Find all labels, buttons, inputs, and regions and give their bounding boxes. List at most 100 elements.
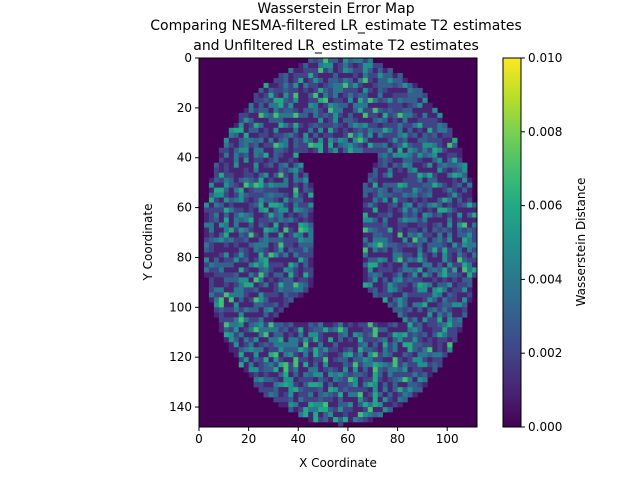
heatmap-cell [273, 297, 279, 303]
heatmap-cell [318, 58, 324, 64]
heatmap-cell [328, 117, 334, 124]
heatmap-cell [377, 82, 383, 89]
heatmap-cell [208, 282, 215, 288]
heatmap-cell [273, 337, 279, 343]
heatmap-cell [233, 347, 240, 353]
heatmap-cell [417, 142, 423, 149]
heatmap-cell [387, 387, 393, 393]
heatmap-cell [372, 362, 379, 368]
heatmap-cell [457, 217, 463, 223]
heatmap-cell [308, 132, 314, 139]
heatmap-cell [367, 212, 374, 218]
heatmap-cell [298, 367, 304, 373]
heatmap-cell [248, 317, 254, 323]
heatmap-cell [467, 257, 473, 263]
heatmap-cell [357, 392, 364, 398]
heatmap-cell [283, 147, 289, 154]
heatmap-cell [223, 317, 230, 323]
heatmap-cell [432, 267, 438, 273]
heatmap-cell [248, 242, 254, 248]
heatmap-cell [372, 412, 379, 418]
heatmap-cell [243, 197, 249, 203]
heatmap-cell [313, 112, 319, 119]
heatmap-cell [263, 157, 269, 164]
heatmap-cell [422, 382, 428, 388]
heatmap-cell [402, 117, 408, 124]
heatmap-cell [238, 187, 244, 193]
heatmap-cell [347, 117, 354, 124]
heatmap-cell [457, 302, 463, 308]
heatmap-cell [362, 252, 369, 258]
heatmap-cell [367, 272, 374, 278]
heatmap-cell [263, 227, 269, 233]
heatmap-cell [447, 327, 453, 333]
heatmap-cell [402, 297, 408, 303]
heatmap-cell [387, 222, 393, 228]
heatmap-cell [437, 327, 443, 333]
heatmap-cell [273, 377, 279, 383]
heatmap-cell [263, 262, 269, 268]
heatmap-cell [382, 342, 388, 348]
heatmap-cell [422, 252, 428, 258]
heatmap-cell [432, 302, 438, 308]
heatmap-cell [213, 242, 220, 248]
heatmap-cell [377, 197, 383, 203]
heatmap-cell [338, 397, 344, 403]
heatmap-cell [268, 367, 274, 373]
heatmap-cell [273, 122, 279, 129]
heatmap-cell [387, 332, 393, 338]
heatmap-cell [263, 367, 269, 373]
heatmap-cell [342, 58, 349, 64]
heatmap-cell [248, 132, 254, 139]
heatmap-cell [402, 142, 408, 149]
heatmap-cell [412, 237, 418, 243]
heatmap-cell [278, 72, 284, 79]
heatmap-cell [298, 207, 304, 213]
heatmap-cell [397, 297, 403, 303]
heatmap-cell [382, 337, 388, 343]
heatmap-cell [417, 322, 423, 328]
heatmap-cell [417, 177, 423, 183]
heatmap-cell [328, 132, 334, 139]
heatmap-cell [407, 102, 413, 109]
heatmap-cell [382, 282, 388, 288]
title-line-2: Comparing NESMA-filtered LR_estimate T2 … [150, 18, 522, 34]
heatmap-cell [303, 362, 309, 368]
heatmap-cell [243, 187, 249, 193]
heatmap-cell [432, 322, 438, 328]
heatmap-cell [402, 232, 408, 238]
heatmap-cell [218, 322, 225, 328]
heatmap-cell [268, 357, 274, 363]
heatmap-cell [298, 322, 304, 328]
heatmap-cell [338, 417, 344, 423]
heatmap-cell [447, 317, 453, 323]
heatmap-cell [402, 122, 408, 129]
heatmap-cell [273, 172, 279, 178]
heatmap-cell [258, 377, 264, 383]
heatmap-cell [303, 372, 309, 378]
heatmap-cell [263, 377, 269, 383]
heatmap-cell [392, 277, 398, 283]
heatmap-cell [298, 217, 304, 223]
heatmap-cell [342, 342, 349, 348]
x-tick-label: 0 [195, 432, 203, 446]
heatmap-cell [462, 177, 468, 183]
heatmap-cell [442, 152, 448, 159]
heatmap-cell [397, 347, 403, 353]
heatmap-cell [308, 252, 314, 258]
heatmap-cell [462, 272, 468, 278]
heatmap-cell [253, 152, 259, 159]
heatmap-cell [303, 117, 309, 124]
heatmap-cell [293, 207, 299, 213]
heatmap-cell [233, 257, 240, 263]
heatmap-cell [432, 357, 438, 363]
heatmap-cell [323, 362, 329, 368]
heatmap-cell [462, 187, 468, 193]
heatmap-cell [293, 167, 299, 173]
heatmap-cell [342, 337, 349, 343]
heatmap-cell [258, 382, 264, 388]
heatmap-cell [253, 277, 259, 283]
heatmap-cell [387, 72, 393, 79]
heatmap-cell [233, 262, 240, 268]
heatmap-cell [402, 82, 408, 89]
